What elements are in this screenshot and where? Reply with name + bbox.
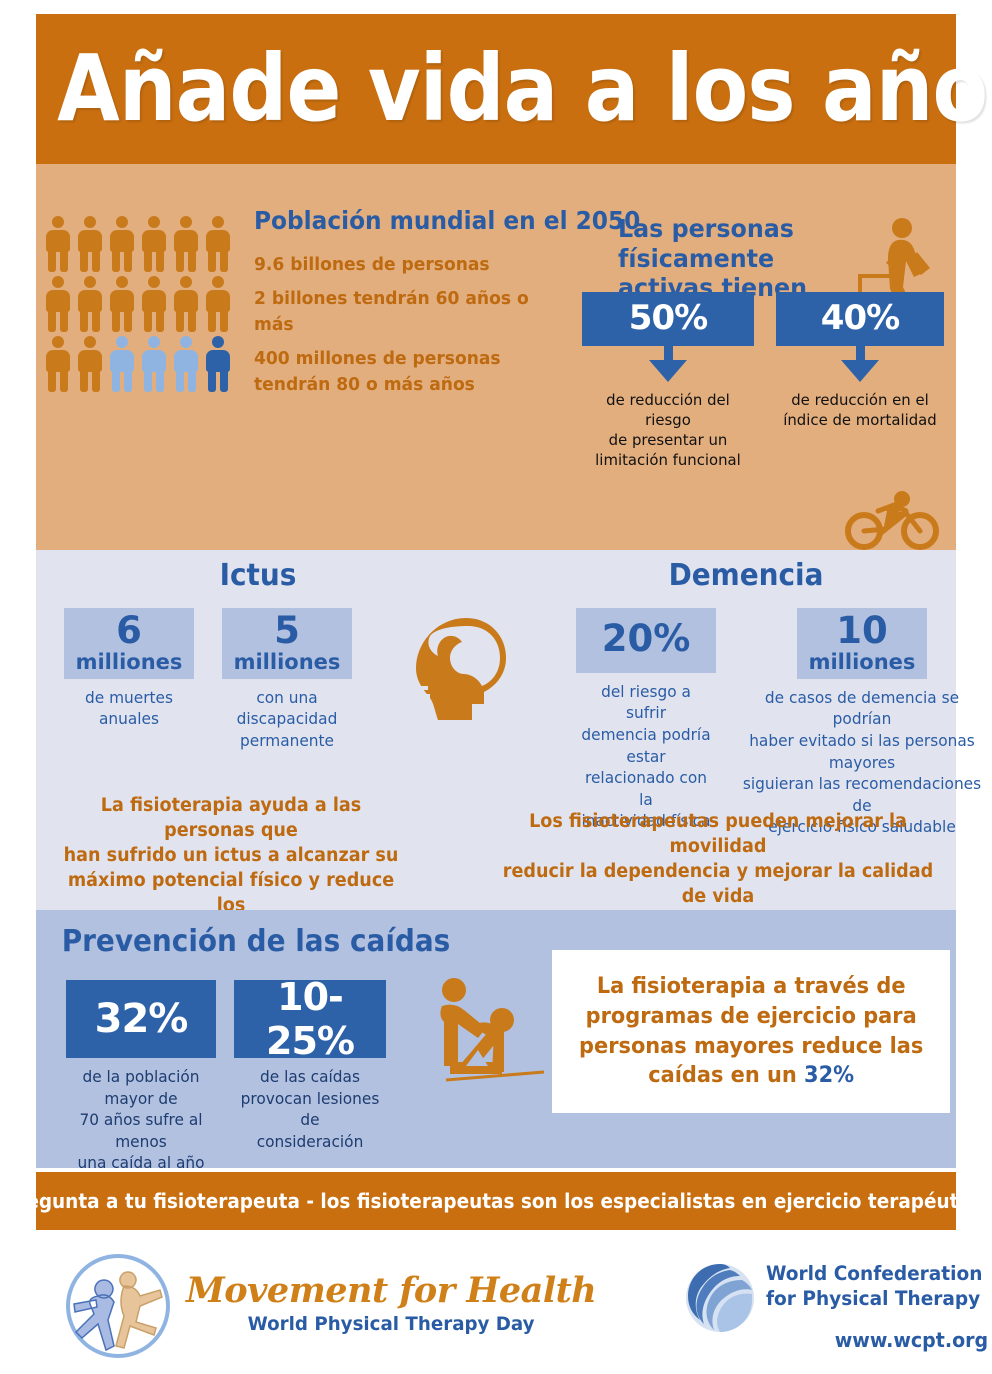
stat-40-caption: de reducción en el índice de mortalidad bbox=[783, 391, 937, 430]
wcpt-line-1: World Confederation bbox=[766, 1262, 983, 1285]
person-icon bbox=[108, 216, 136, 272]
page-title: Añade vida a los años bbox=[57, 35, 992, 142]
stat-40-arrow-stem bbox=[855, 346, 865, 360]
stat-40-block: 40% de reducción en el índice de mortalid… bbox=[776, 292, 944, 430]
population-facts: 9.6 billones de personas 2 billones tend… bbox=[254, 252, 568, 406]
dementia-stat-2-unit: milliones bbox=[808, 649, 916, 674]
person-icon bbox=[44, 336, 72, 392]
stroke-stat-1: 6 milliones de muertes anuales bbox=[64, 608, 194, 730]
person-icon bbox=[76, 216, 104, 272]
dementia-stat-2-caption: de casos de demencia se podrían haber evi… bbox=[742, 687, 982, 837]
falls-stat-1-box: 32% bbox=[66, 980, 216, 1058]
falls-callout: La fisioterapia a través de programas de … bbox=[552, 950, 950, 1113]
falls-stat-2-caption: de las caídas provocan lesiones de conside… bbox=[240, 1067, 380, 1151]
closing-banner-text: Pregunta a tu fisioterapeuta - los fisio… bbox=[3, 1189, 989, 1213]
wcpt-globe-logo bbox=[684, 1262, 756, 1334]
person-icon bbox=[108, 276, 136, 332]
stroke-stat-1-box: 6 milliones bbox=[64, 608, 194, 679]
population-section: Población mundial en el 2050 9.6 billone… bbox=[36, 164, 956, 550]
movement-for-health-title: Movement for Health bbox=[186, 1270, 597, 1311]
pictogram-row bbox=[44, 216, 244, 272]
movement-for-health-subtitle: World Physical Therapy Day bbox=[247, 1313, 535, 1335]
person-icon bbox=[140, 336, 168, 392]
person-icon bbox=[172, 336, 200, 392]
dementia-stat-2: 10 milliones de casos de demencia se pod… bbox=[736, 608, 988, 838]
falls-stat-2: 10-25% de las caídas provocan lesiones de… bbox=[234, 975, 386, 1152]
stroke-stat-1-value: 6 bbox=[116, 609, 142, 652]
title-band: Añade vida a los años bbox=[36, 14, 992, 164]
person-icon bbox=[140, 276, 168, 332]
dementia-stat-1: 20% del riesgo a sufrir demencia podría e… bbox=[576, 608, 716, 832]
stat-50-value: 50% bbox=[582, 292, 754, 346]
movement-for-health-logo bbox=[58, 1250, 178, 1362]
closing-banner: Pregunta a tu fisioterapeuta - los fisio… bbox=[4, 1172, 988, 1230]
stat-40-arrow-head bbox=[841, 360, 879, 382]
stroke-stat-2: 5 milliones con una discapacidad permanent… bbox=[222, 608, 352, 752]
active-people-heading: Las personas físicamente activas tienen bbox=[618, 214, 808, 302]
stroke-dementia-section: Ictus 6 milliones de muertes anuales 5 mi… bbox=[36, 550, 981, 941]
fall-helper-icon bbox=[432, 976, 556, 1084]
person-icon bbox=[204, 336, 232, 392]
population-fact-2: 2 billones tendrán 60 años o más bbox=[254, 288, 529, 336]
dementia-stat-2-value: 10 bbox=[836, 609, 888, 652]
stroke-stat-2-unit: milliones bbox=[233, 649, 341, 674]
movement-for-health-text: Movement for Health World Physical Thera… bbox=[186, 1270, 597, 1335]
stroke-stat-1-unit: milliones bbox=[75, 649, 183, 674]
falls-callout-text: La fisioterapia a través de programas de … bbox=[578, 974, 924, 1089]
pictogram-row bbox=[44, 276, 244, 332]
pictogram-row bbox=[44, 336, 244, 392]
person-icon bbox=[44, 276, 72, 332]
dementia-stat-1-caption: del riesgo a sufrir demencia podría estar… bbox=[581, 681, 711, 831]
person-icon bbox=[204, 216, 232, 272]
stat-50-arrow-head bbox=[649, 360, 687, 382]
population-fact-1: 9.6 billones de personas bbox=[254, 254, 490, 275]
dementia-stat-2-box: 10 milliones bbox=[797, 608, 927, 679]
stat-50-caption: de reducción del riesgo de presentar un li… bbox=[595, 391, 741, 470]
stroke-stat-2-box: 5 milliones bbox=[222, 608, 352, 679]
person-icon bbox=[172, 216, 200, 272]
stroke-title: Ictus bbox=[219, 558, 297, 593]
footer: Movement for Health World Physical Thera… bbox=[0, 1232, 992, 1374]
wcpt-text: World Confederation for Physical Therapy… bbox=[766, 1262, 992, 1352]
head-brain-icon bbox=[404, 612, 522, 724]
population-fact-3-line2: tendrán 80 o más años bbox=[254, 374, 475, 396]
stat-50-arrow-stem bbox=[663, 346, 673, 360]
stat-50-block: 50% de reducción del riesgo de presentar … bbox=[582, 292, 754, 471]
stroke-stat-2-value: 5 bbox=[274, 609, 300, 652]
dementia-title: Demencia bbox=[668, 558, 824, 593]
person-icon bbox=[76, 336, 104, 392]
person-icon bbox=[108, 336, 136, 392]
falls-stat-1-caption: de la población mayor de 70 años sufre al… bbox=[77, 1067, 205, 1173]
falls-callout-highlight: 32% bbox=[803, 1063, 854, 1089]
wcpt-url[interactable]: www.wcpt.org bbox=[834, 1327, 989, 1352]
stroke-note: La fisioterapia ayuda a las personas que… bbox=[63, 795, 399, 941]
wcpt-line-2: for Physical Therapy bbox=[766, 1286, 981, 1310]
falls-title: Prevención de las caídas bbox=[61, 924, 451, 959]
person-icon bbox=[44, 216, 72, 272]
person-icon bbox=[140, 216, 168, 272]
person-icon bbox=[76, 276, 104, 332]
population-pictogram bbox=[44, 216, 244, 396]
stroke-stat-2-caption: con una discapacidad permanente bbox=[236, 687, 338, 751]
population-fact-3: 400 millones de personas tendrán 80 o má… bbox=[254, 346, 568, 398]
dementia-stat-1-box: 20% bbox=[576, 608, 716, 673]
population-fact-3-line1: 400 millones de personas bbox=[254, 348, 501, 370]
stat-40-value: 40% bbox=[776, 292, 944, 346]
person-icon bbox=[172, 276, 200, 332]
falls-stat-1: 32% de la población mayor de 70 años sufr… bbox=[66, 980, 216, 1174]
cyclist-icon bbox=[844, 489, 940, 551]
person-icon bbox=[204, 276, 232, 332]
falls-stat-2-box: 10-25% bbox=[234, 975, 386, 1063]
population-heading: Población mundial en el 2050 bbox=[254, 206, 641, 235]
dementia-stat-1-value: 20% bbox=[601, 617, 691, 660]
stroke-stat-1-caption: de muertes anuales bbox=[84, 687, 174, 729]
